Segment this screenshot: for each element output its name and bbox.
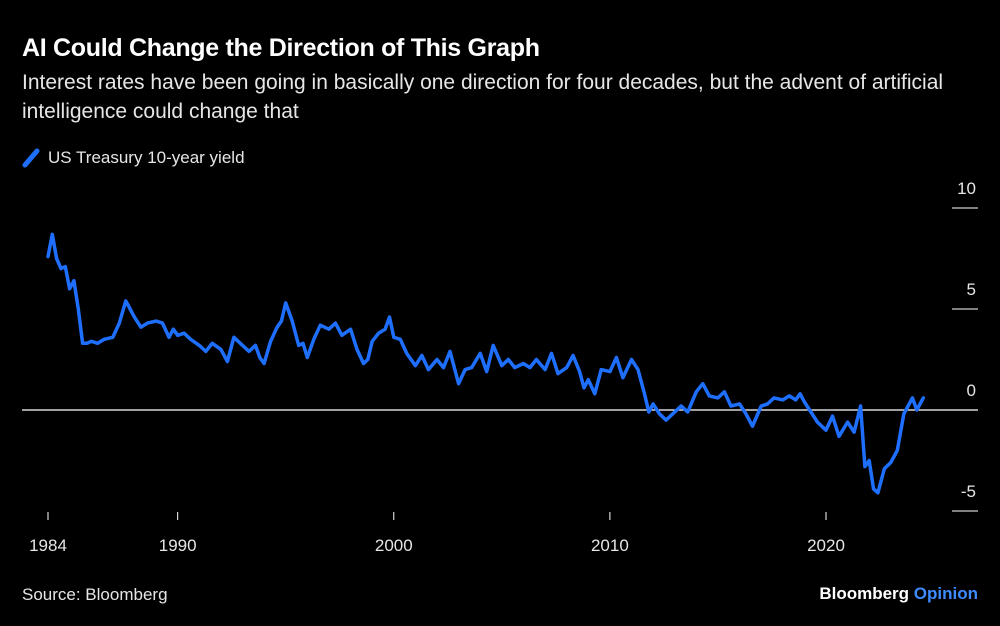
y-tick-label: 0 xyxy=(967,381,976,400)
x-tick-label: 1984 xyxy=(29,536,67,555)
y-tick-label: 10 xyxy=(957,179,976,198)
x-axis: 1984 1990 2000 2010 2020 xyxy=(29,512,845,555)
x-tick-label: 1990 xyxy=(159,536,197,555)
source-note: Source: Bloomberg xyxy=(22,585,168,604)
series-line xyxy=(46,232,926,495)
chart-subtitle: Interest rates have been going in basica… xyxy=(22,71,944,123)
y-tick-label: -5 xyxy=(961,482,976,501)
y-axis: 10 5 0 -5 xyxy=(22,179,978,512)
brand-logo: Bloomberg Opinion xyxy=(819,584,978,604)
y-tick-label: 5 xyxy=(967,280,976,299)
x-tick-label: 2010 xyxy=(591,536,629,555)
x-tick-label: 2000 xyxy=(375,536,413,555)
chart-title: AI Could Change the Direction of This Gr… xyxy=(22,34,540,62)
x-tick-label: 2020 xyxy=(807,536,845,555)
brand-opinion: Opinion xyxy=(913,584,978,603)
legend-line-icon xyxy=(22,148,40,168)
legend: US Treasury 10-year yield xyxy=(22,148,245,168)
brand-bloomberg: Bloomberg xyxy=(819,584,910,603)
legend-label: US Treasury 10-year yield xyxy=(48,148,245,167)
